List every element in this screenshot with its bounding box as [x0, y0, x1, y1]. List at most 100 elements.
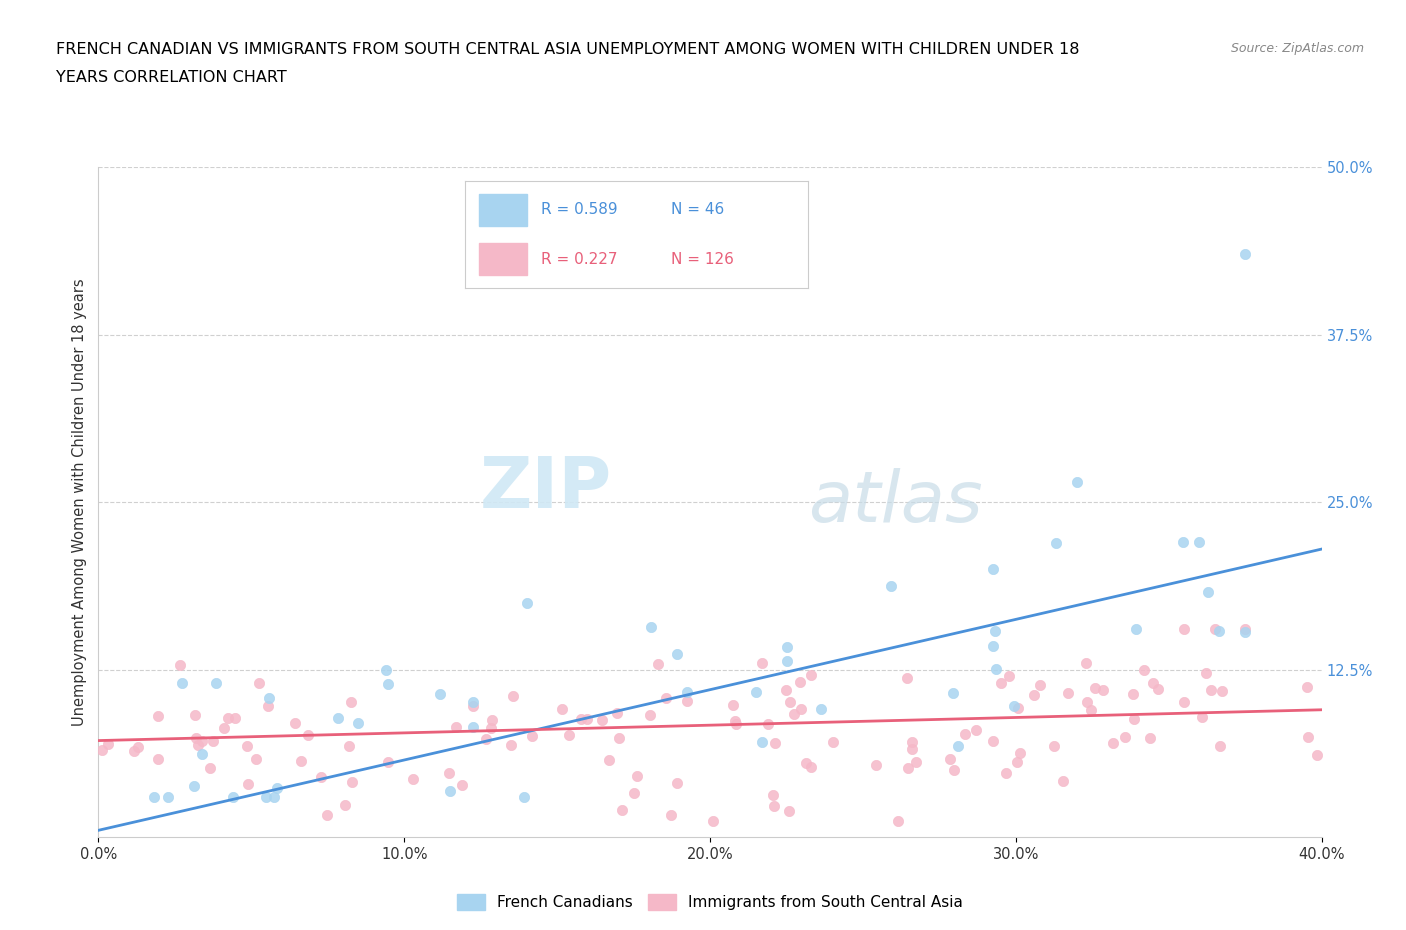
Point: [606, 706, 628, 721]
Point: [558, 728, 581, 743]
Point: [783, 706, 806, 721]
Point: [1204, 622, 1226, 637]
Point: [96, 737, 118, 751]
Point: [723, 713, 745, 728]
Point: [981, 734, 1004, 749]
Point: [800, 668, 823, 683]
Point: [499, 737, 522, 752]
Point: [994, 765, 1017, 780]
Point: [1024, 687, 1046, 702]
Point: [984, 661, 1007, 676]
Point: [224, 711, 246, 725]
Point: [789, 674, 811, 689]
Point: [702, 814, 724, 829]
Point: [502, 688, 524, 703]
Point: [263, 790, 285, 804]
Point: [1173, 695, 1195, 710]
Point: [1028, 677, 1050, 692]
Point: [886, 814, 908, 829]
Point: [551, 701, 574, 716]
Point: [799, 760, 821, 775]
Point: [1125, 621, 1147, 636]
Point: [1122, 686, 1144, 701]
Point: [481, 721, 503, 736]
Point: [90, 742, 112, 757]
Point: [623, 786, 645, 801]
Point: [1234, 247, 1257, 262]
Point: [191, 747, 214, 762]
Point: [612, 803, 634, 817]
Point: [316, 807, 339, 822]
Point: [198, 761, 221, 776]
Point: [751, 656, 773, 671]
Point: [1084, 681, 1107, 696]
Point: [463, 720, 485, 735]
Point: [236, 777, 259, 791]
Point: [247, 675, 270, 690]
Point: [1296, 680, 1319, 695]
Point: [1092, 683, 1115, 698]
Point: [183, 778, 205, 793]
Point: [236, 738, 259, 753]
Point: [647, 657, 669, 671]
Point: [297, 728, 319, 743]
Point: [654, 691, 676, 706]
Point: [775, 683, 797, 698]
Point: [1052, 773, 1074, 788]
Point: [880, 578, 903, 593]
Point: [1007, 700, 1029, 715]
Point: [1188, 535, 1211, 550]
Point: [429, 687, 451, 702]
Point: [142, 790, 165, 804]
Point: [191, 734, 214, 749]
Point: [1056, 685, 1078, 700]
Point: [461, 694, 484, 709]
Point: [1208, 623, 1230, 638]
Point: [779, 695, 801, 710]
Point: [725, 716, 748, 731]
Point: [900, 741, 922, 756]
Point: [591, 712, 613, 727]
Point: [172, 675, 194, 690]
Text: atlas: atlas: [808, 468, 983, 537]
Point: [990, 675, 1012, 690]
Point: [212, 721, 235, 736]
Point: [184, 731, 207, 746]
Point: [998, 669, 1021, 684]
Point: [290, 753, 312, 768]
Point: [763, 798, 786, 813]
Point: [575, 711, 598, 726]
Point: [1114, 729, 1136, 744]
Point: [1142, 675, 1164, 690]
Point: [942, 685, 965, 700]
Point: [1306, 748, 1329, 763]
Point: [948, 738, 970, 753]
Text: Source: ZipAtlas.com: Source: ZipAtlas.com: [1230, 42, 1364, 55]
Point: [346, 715, 368, 730]
Point: [512, 790, 534, 804]
Text: ZIP: ZIP: [479, 455, 612, 524]
Point: [1201, 683, 1223, 698]
Point: [1146, 682, 1168, 697]
Point: [1234, 624, 1257, 639]
Point: [157, 790, 180, 804]
Text: YEARS CORRELATION CHART: YEARS CORRELATION CHART: [56, 70, 287, 85]
Point: [205, 676, 228, 691]
Point: [184, 708, 207, 723]
Point: [127, 739, 149, 754]
Point: [983, 623, 1005, 638]
Point: [897, 761, 920, 776]
Point: [1122, 711, 1144, 726]
Point: [375, 663, 398, 678]
Point: [1234, 622, 1257, 637]
Point: [256, 698, 278, 713]
Point: [665, 776, 688, 790]
Point: [1010, 746, 1032, 761]
Point: [124, 744, 146, 759]
Point: [201, 734, 224, 749]
Point: [776, 640, 799, 655]
Point: [1042, 738, 1064, 753]
Point: [763, 736, 786, 751]
Point: [762, 788, 785, 803]
Point: [955, 726, 977, 741]
